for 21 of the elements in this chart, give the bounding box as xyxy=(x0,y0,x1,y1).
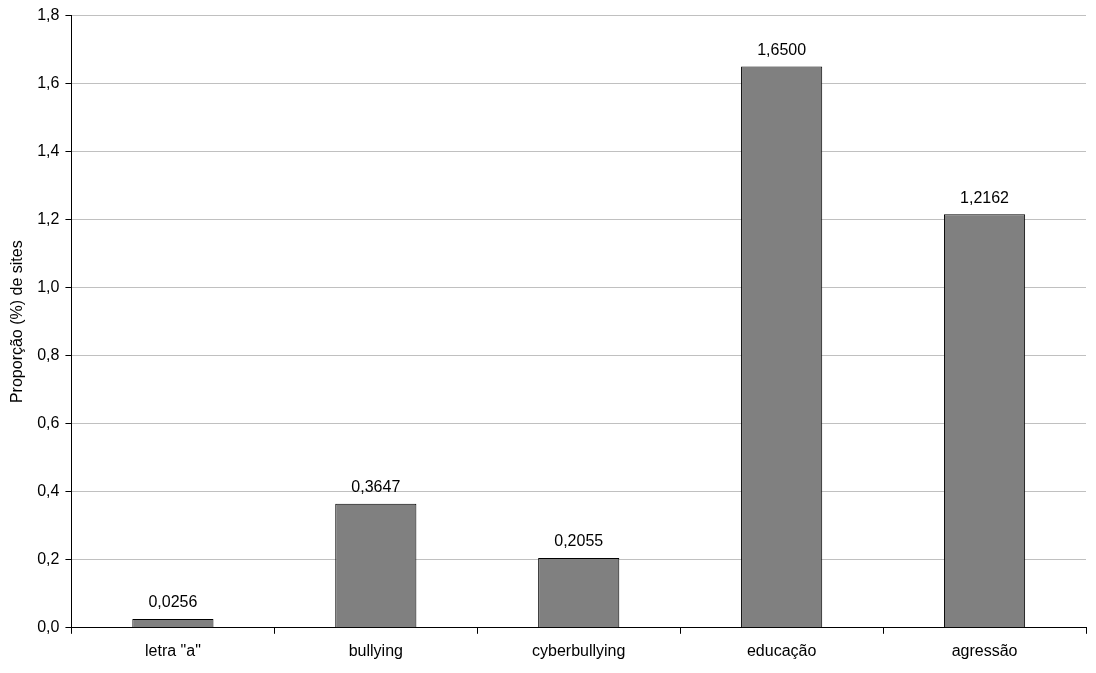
data-label: 1,2162 xyxy=(960,188,1010,206)
x-tick-label: educação xyxy=(746,641,817,659)
y-tick-label: 0,8 xyxy=(37,346,60,364)
y-tick-label: 1,8 xyxy=(37,6,60,24)
y-tick-label: 0,0 xyxy=(37,618,60,636)
data-label: 1,6500 xyxy=(757,41,807,59)
y-tick-label: 0,2 xyxy=(37,550,60,568)
data-label: 0,0256 xyxy=(148,593,198,611)
y-tick-label: 1,2 xyxy=(37,210,60,228)
x-tick-label: bullying xyxy=(348,641,403,659)
y-tick-label: 0,6 xyxy=(37,414,60,432)
y-axis-title: Proporção (%) de sites xyxy=(8,240,26,404)
x-tick-label: letra "a" xyxy=(144,641,201,659)
y-tick-label: 0,4 xyxy=(37,482,60,500)
y-tick-label: 1,4 xyxy=(37,142,60,160)
x-tick-label: agressão xyxy=(951,641,1018,659)
data-label: 0,2055 xyxy=(554,532,604,550)
y-tick-label: 1,6 xyxy=(37,74,60,92)
y-tick-label: 1,0 xyxy=(37,278,60,296)
data-label: 0,3647 xyxy=(351,478,401,496)
x-tick-label: cyberbullying xyxy=(532,641,626,659)
